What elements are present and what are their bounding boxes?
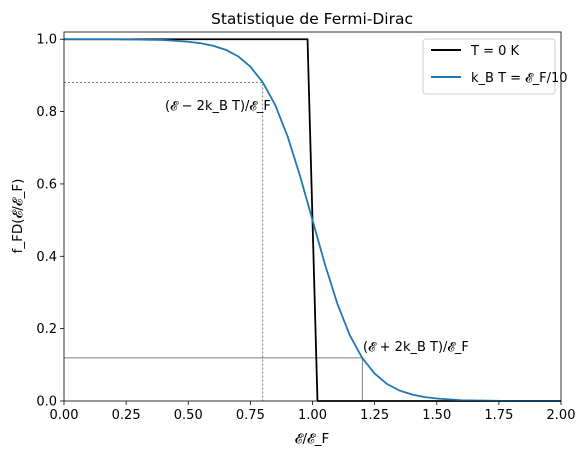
x-axis-label: 𝓔/𝓔_F <box>295 431 330 447</box>
x-tick-label: 1.25 <box>360 408 389 423</box>
x-tick-label: 1.00 <box>298 408 327 423</box>
y-tick-label: 0.0 <box>36 395 57 410</box>
y-tick-label: 0.4 <box>36 250 57 265</box>
chart-title: Statistique de Fermi-Dirac <box>211 10 413 28</box>
y-tick-label: 0.6 <box>36 177 57 192</box>
y-axis-ticks: 0.0 0.2 0.4 0.6 0.8 1.0 <box>36 33 64 410</box>
legend: T = 0 K k_B T = 𝓔_F/10 <box>422 38 568 95</box>
y-tick-label: 1.0 <box>36 33 57 48</box>
x-tick-label: 2.00 <box>547 408 576 423</box>
x-tick-label: 0.75 <box>236 408 265 423</box>
series-line-1 <box>64 38 561 402</box>
x-tick-label: 0.00 <box>50 408 79 423</box>
legend-label-t0: T = 0 K <box>470 44 520 59</box>
y-axis-label: f_FD(𝓔/𝓔_F) <box>10 179 26 254</box>
x-tick-label: 1.50 <box>422 408 451 423</box>
x-axis-ticks: 0.00 0.25 0.50 0.75 1.00 1.25 1.50 1.75 2.00 <box>50 401 576 423</box>
y-tick-label: 0.8 <box>36 105 57 120</box>
annotation-lower: (𝓔 − 2k_B T)/𝓔_F <box>165 99 271 114</box>
legend-box <box>422 38 556 95</box>
y-tick-label: 0.2 <box>36 322 57 337</box>
x-tick-label: 1.75 <box>484 408 513 423</box>
x-tick-label: 0.25 <box>112 408 141 423</box>
legend-label-kbt: k_B T = 𝓔_F/10 <box>471 71 568 86</box>
x-tick-label: 0.50 <box>174 408 203 423</box>
annotation-upper: (𝓔 + 2k_B T)/𝓔_F <box>363 340 469 355</box>
